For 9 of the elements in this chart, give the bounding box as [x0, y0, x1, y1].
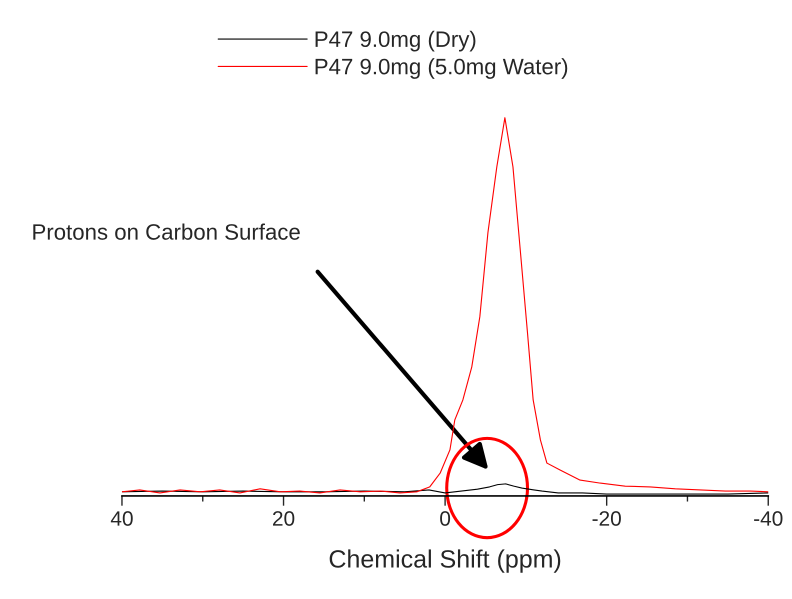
x-tick-label: -20	[592, 511, 621, 526]
x-tick-label: 20	[273, 511, 294, 526]
x-tick-label: 40	[110, 511, 133, 526]
legend-label: P47 9.0mg (Dry)	[316, 30, 476, 52]
x-tick-label: -40	[754, 511, 782, 526]
annotation: Protons on Carbon Surface	[33, 224, 300, 240]
x-tick-label: 0	[440, 511, 450, 526]
legend-label: P47 9.0mg (5.0mg Water)	[316, 58, 568, 79]
x-axis-title: Chemical Shift (ppm)	[330, 549, 560, 573]
